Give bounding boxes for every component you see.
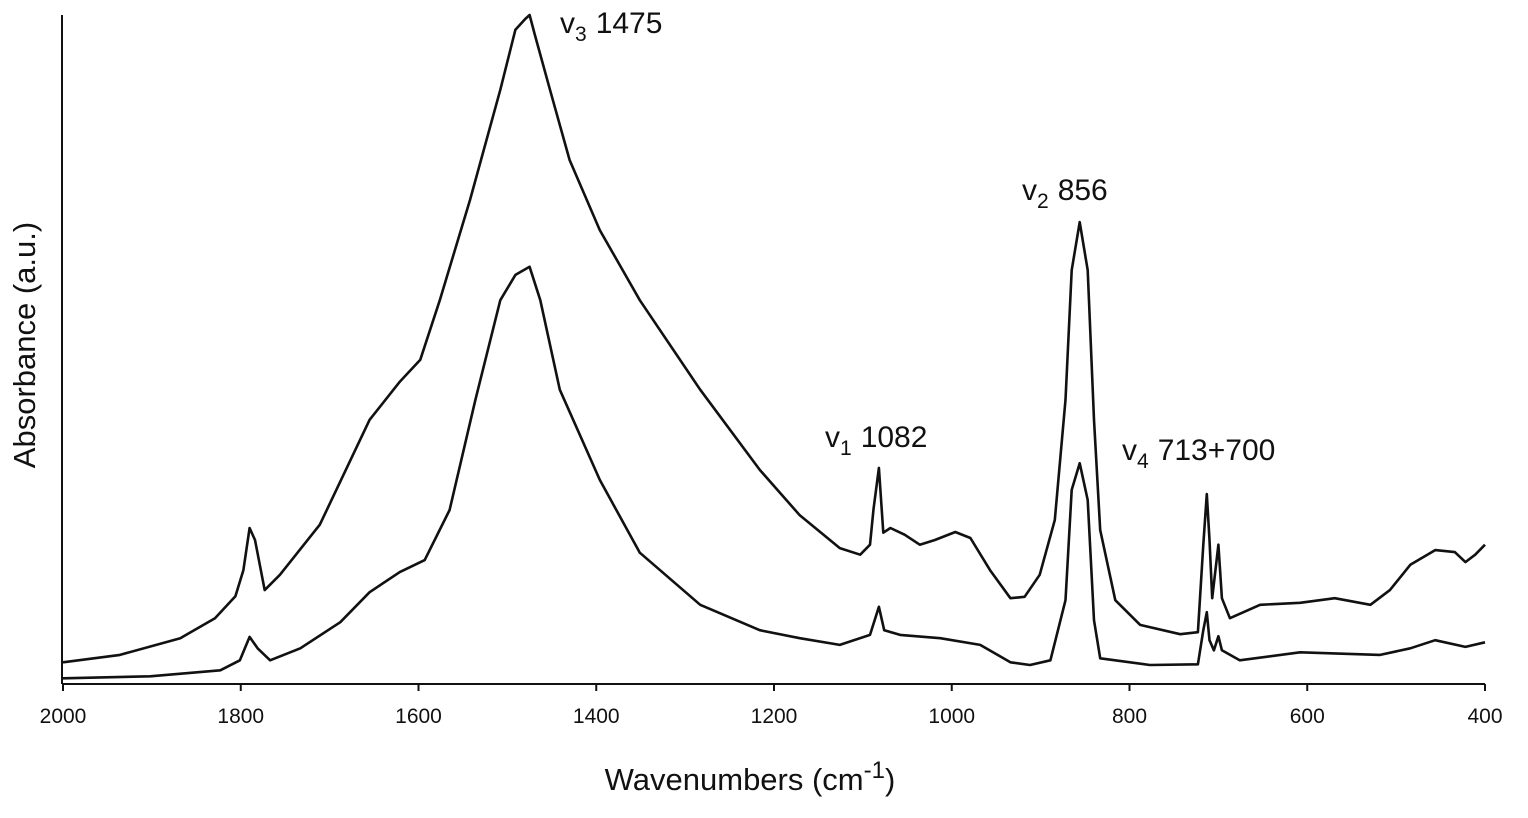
x-tick-label: 1800 [217, 705, 264, 728]
x-axis-label-text: Wavenumbers (cm [605, 762, 864, 797]
x-axis-label-end: ) [885, 762, 895, 797]
x-axis-label-sup: -1 [864, 757, 885, 784]
annotation-symbol: v [1022, 174, 1037, 207]
x-axis-label: Wavenumbers (cm-1) [605, 757, 896, 797]
x-tick-label: 1000 [928, 705, 975, 728]
y-axis-label: Absorbance (a.u.) [7, 222, 42, 468]
peak-annotation: v2 856 [1022, 174, 1108, 213]
annotation-symbol: v [825, 421, 840, 454]
x-tick-label: 1200 [751, 705, 798, 728]
annotation-subscript: 3 [575, 23, 587, 46]
x-tick-label: 600 [1290, 705, 1325, 728]
x-tick-label: 1600 [395, 705, 442, 728]
annotation-subscript: 4 [1137, 450, 1149, 473]
x-tick-label: 800 [1112, 705, 1147, 728]
spectrum-line [62, 265, 1486, 680]
peak-annotation: v4 713+700 [1122, 434, 1275, 473]
peak-annotation: v3 1475 [560, 7, 662, 46]
annotation-subscript: 1 [840, 437, 852, 460]
x-tick-label: 2000 [40, 705, 87, 728]
peak-annotation: v1 1082 [825, 421, 927, 460]
annotation-text: 1082 [861, 421, 928, 454]
spectrum-line [62, 13, 1486, 664]
x-tick-label: 1400 [573, 705, 620, 728]
annotation-text: 856 [1058, 174, 1108, 207]
annotation-symbol: v [560, 7, 575, 40]
x-tick-label: 400 [1467, 705, 1502, 728]
annotation-symbol: v [1122, 434, 1137, 467]
annotation-subscript: 2 [1037, 190, 1049, 213]
annotation-text: 713+700 [1158, 434, 1276, 467]
annotation-text: 1475 [596, 7, 663, 40]
